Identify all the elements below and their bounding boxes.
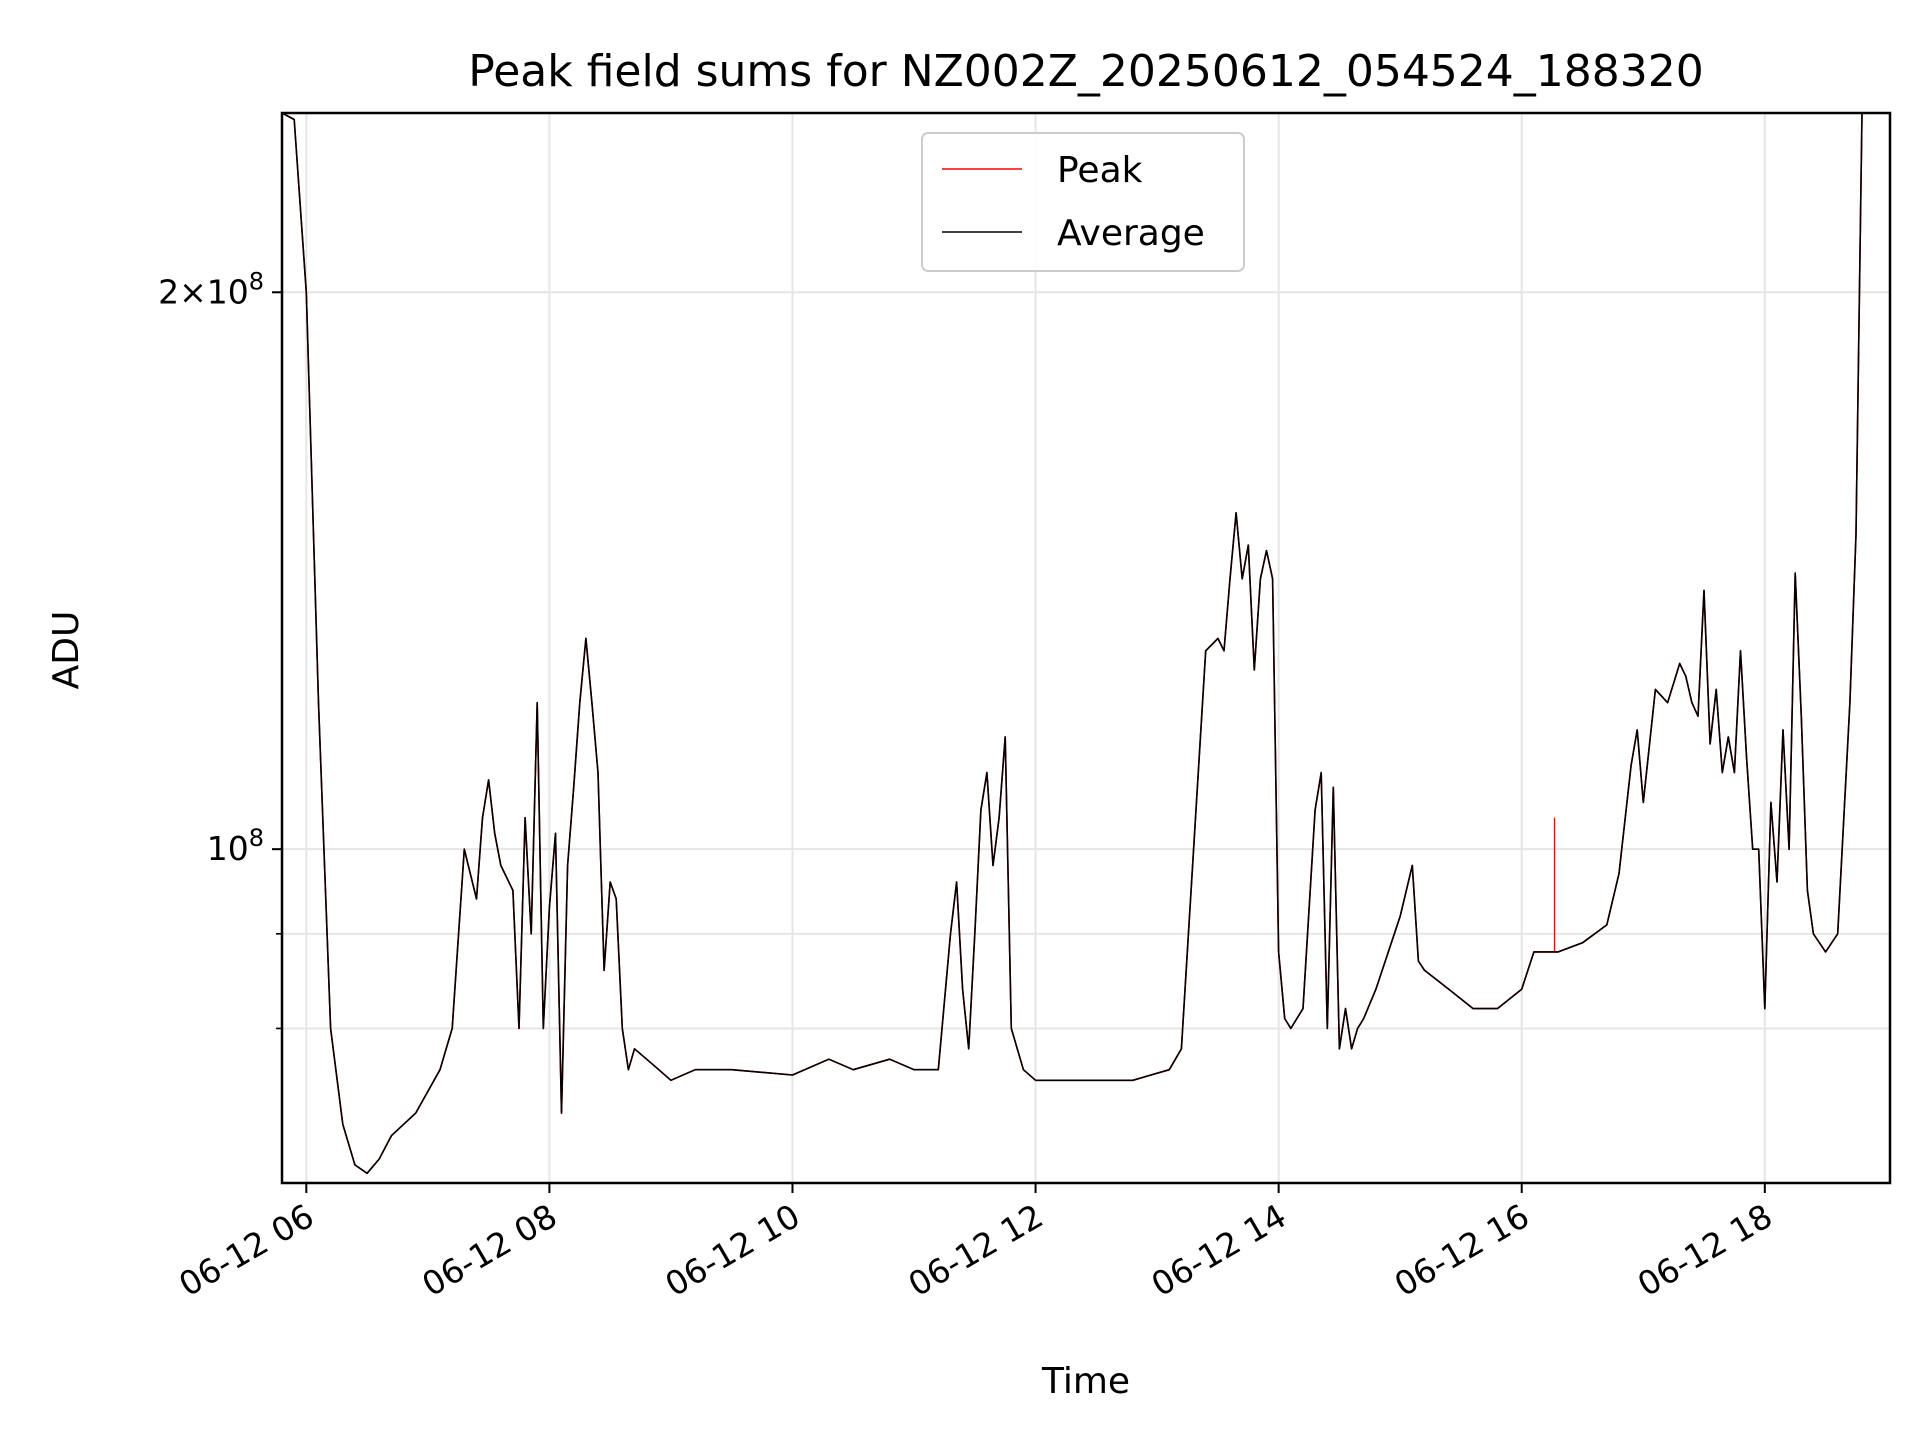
y-tick-label: 108	[207, 824, 264, 868]
y-axis-label: ADU	[46, 611, 87, 690]
series-average-line	[281, 112, 1863, 1175]
y-axis-ticks: 108 2×108	[158, 267, 282, 1030]
chart-title: Peak field sums for NZ002Z_20250612_0545…	[468, 46, 1704, 97]
x-axis-label: Time	[1041, 1361, 1130, 1402]
grid	[282, 113, 1890, 1183]
y-tick-label: 2×108	[158, 267, 264, 311]
legend-peak-label: Peak	[1057, 150, 1143, 191]
plot-frame	[280, 111, 1892, 1185]
legend-average-label: Average	[1057, 213, 1205, 254]
legend: Peak Average	[921, 132, 1245, 272]
legend-frame	[921, 132, 1245, 272]
series-layer	[281, 112, 1863, 1175]
